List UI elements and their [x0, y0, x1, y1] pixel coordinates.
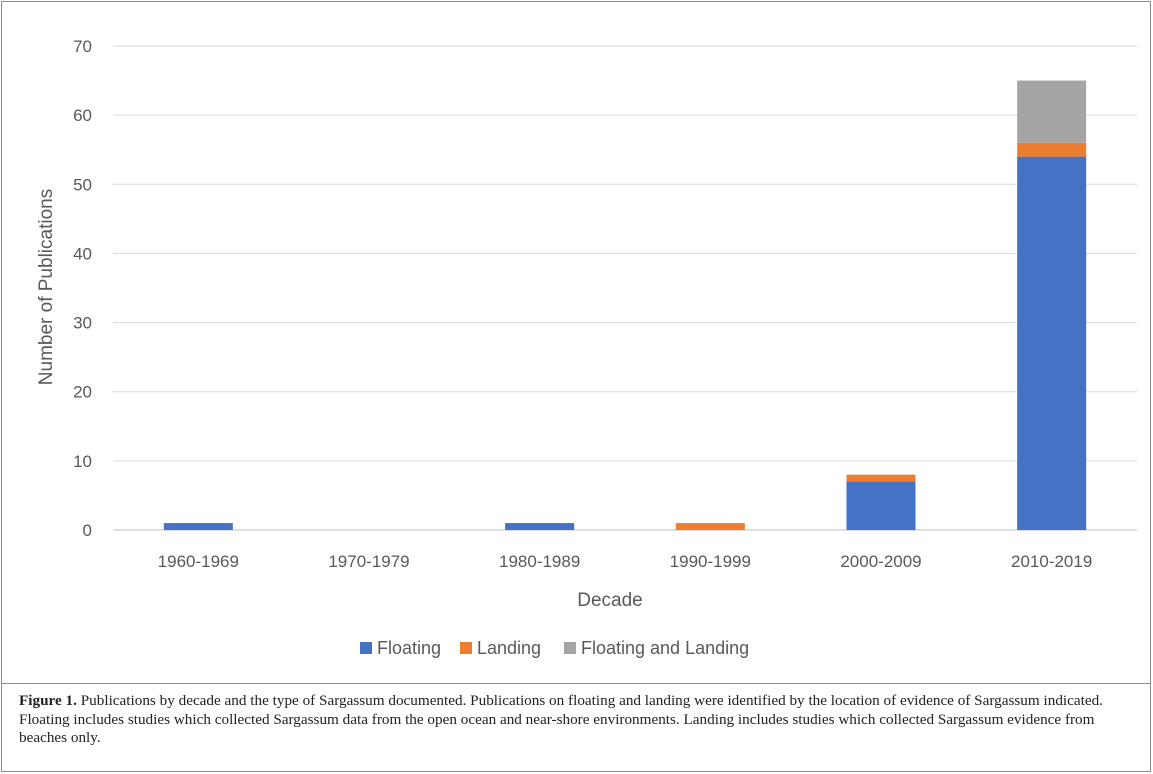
legend: Floating Landing Floating and Landing: [360, 638, 749, 658]
y-tick-label: 70: [73, 37, 92, 56]
y-tick-label: 20: [73, 383, 92, 402]
x-axis-title: Decade: [577, 590, 643, 611]
bar-chart: 0 10 20 30 40 50 60 70 1960-1969 1970-1979 1980-1…: [36, 37, 1137, 658]
bar-segment: [1017, 80, 1087, 143]
legend-swatch: [460, 642, 472, 654]
y-tick-label: 60: [73, 106, 92, 125]
y-tick-label: 0: [83, 521, 92, 540]
x-tick-label: 2010-2019: [1011, 552, 1092, 571]
y-tick-label: 40: [73, 244, 92, 263]
legend-label: Landing: [477, 638, 541, 658]
bar-segment: [1017, 142, 1087, 157]
bar-segment: [505, 523, 575, 530]
y-tick-label: 30: [73, 314, 92, 333]
legend-label: Floating and Landing: [581, 638, 749, 658]
bar-segment: [1017, 156, 1087, 530]
figure-caption: Figure 1. Publications by decade and the…: [19, 692, 1134, 748]
x-tick-label: 1970-1979: [328, 552, 409, 571]
y-tick-label: 50: [73, 175, 92, 194]
y-tick-labels: 0 10 20 30 40 50 60 70: [73, 37, 92, 540]
y-tick-label: 10: [73, 452, 92, 471]
x-tick-label: 1980-1989: [499, 552, 580, 571]
y-axis-title: Number of Publications: [36, 189, 57, 385]
gridlines: [113, 45, 1137, 531]
bars: [163, 80, 1087, 530]
bar-segment: [846, 474, 916, 482]
legend-swatch: [564, 642, 576, 654]
legend-label: Floating: [377, 638, 441, 658]
x-tick-label: 2000-2009: [840, 552, 921, 571]
x-tick-labels: 1960-1969 1970-1979 1980-1989 1990-1999 2000…: [158, 552, 1093, 571]
legend-swatch: [360, 642, 372, 654]
x-tick-label: 1960-1969: [158, 552, 239, 571]
bar-segment: [846, 481, 916, 530]
caption-label: Figure 1.: [19, 692, 77, 709]
caption-divider: [1, 683, 1150, 684]
bar-segment: [675, 523, 745, 530]
x-tick-label: 1990-1999: [670, 552, 751, 571]
bar-segment: [163, 523, 233, 530]
caption-text: Publications by decade and the type of S…: [19, 692, 1103, 746]
